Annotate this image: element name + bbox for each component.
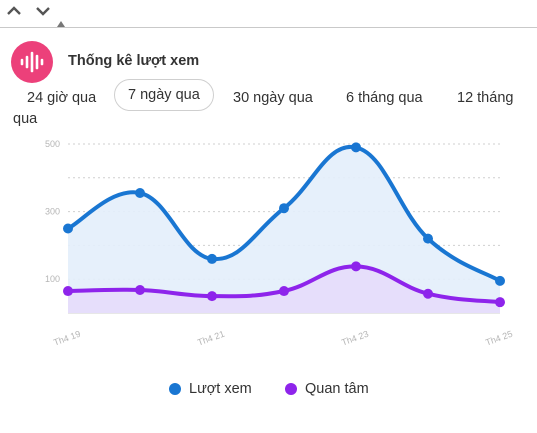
y-tick-label: 300 bbox=[45, 207, 60, 217]
data-point-interest[interactable] bbox=[351, 261, 361, 272]
data-point-views[interactable] bbox=[351, 142, 361, 153]
legend-item-interest[interactable]: Quan tâm bbox=[285, 381, 369, 397]
data-point-views[interactable] bbox=[279, 203, 289, 214]
data-point-views[interactable] bbox=[423, 233, 433, 244]
tab-30-days[interactable]: 30 ngày qua bbox=[233, 90, 313, 106]
tab-12-months-wrap[interactable]: qua bbox=[13, 111, 38, 127]
tab-12-months[interactable]: 12 tháng bbox=[457, 90, 514, 106]
data-point-views[interactable] bbox=[63, 223, 73, 234]
legend-label-views: Lượt xem bbox=[189, 381, 252, 397]
data-point-interest[interactable] bbox=[135, 285, 145, 296]
caret-up-icon bbox=[57, 21, 65, 27]
tab-6-months[interactable]: 6 tháng qua bbox=[346, 90, 423, 106]
data-point-interest[interactable] bbox=[207, 291, 217, 302]
card-title: Thống kê lượt xem bbox=[68, 53, 200, 69]
data-point-views[interactable] bbox=[495, 275, 505, 286]
legend-item-views[interactable]: Lượt xem bbox=[169, 381, 252, 397]
x-tick-label: Th4 25 bbox=[484, 329, 514, 348]
data-point-views[interactable] bbox=[135, 188, 145, 199]
tab-24-hours[interactable]: 24 giờ qua bbox=[27, 90, 97, 106]
y-tick-label: 100 bbox=[45, 274, 60, 284]
legend-swatch-views bbox=[169, 383, 181, 395]
views-chart: 500 300 100 Th4 19 Th4 21 Th4 23 Th4 25 bbox=[45, 139, 514, 348]
data-point-interest[interactable] bbox=[423, 288, 433, 299]
time-range-tabs: 24 giờ qua 7 ngày qua 30 ngày qua 6 thán… bbox=[0, 79, 537, 129]
legend-label-interest: Quan tâm bbox=[305, 381, 369, 397]
legend-swatch-interest bbox=[285, 383, 297, 395]
x-tick-label: Th4 21 bbox=[196, 329, 226, 348]
x-tick-label: Th4 23 bbox=[340, 329, 370, 348]
sound-wave-logo-icon bbox=[11, 41, 53, 83]
data-point-interest[interactable] bbox=[279, 286, 289, 297]
data-point-views[interactable] bbox=[207, 253, 217, 264]
tab-7-days[interactable]: 7 ngày qua bbox=[114, 79, 214, 111]
top-bar bbox=[0, 0, 537, 28]
data-point-interest[interactable] bbox=[63, 286, 73, 297]
x-tick-label: Th4 19 bbox=[52, 329, 82, 348]
chart-legend: Lượt xem Quan tâm bbox=[0, 381, 537, 401]
data-point-interest[interactable] bbox=[495, 297, 505, 308]
chevron-up-icon[interactable] bbox=[6, 4, 22, 18]
chevron-down-icon[interactable] bbox=[35, 4, 51, 18]
y-tick-label: 500 bbox=[45, 139, 60, 149]
